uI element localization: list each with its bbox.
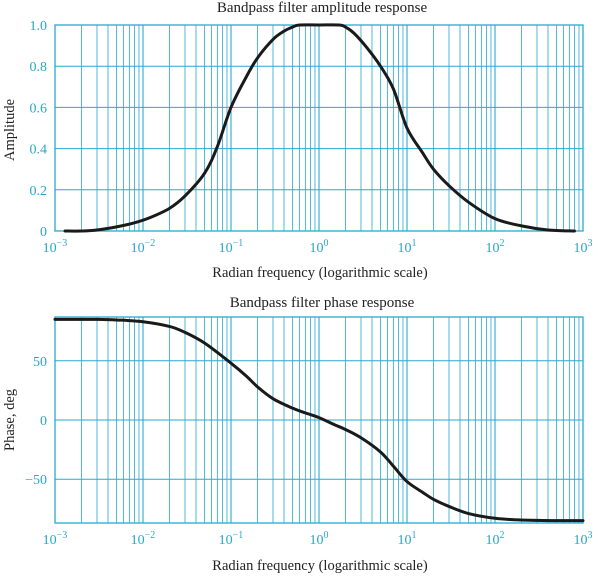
- amplitude-y-tick-label: 1.0: [30, 19, 48, 34]
- phase-x-tick-label: 100: [310, 530, 329, 548]
- amplitude-y-tick-label: 0: [40, 225, 47, 240]
- phase-plot-frame: [54, 316, 584, 524]
- phase-x-axis-label: Radian frequency (logarithmic scale): [212, 558, 428, 574]
- amplitude-chart: Bandpass filter amplitude response 00.20…: [2, 0, 593, 281]
- amplitude-response-curve: [63, 23, 576, 233]
- amplitude-y-axis-label: Amplitude: [2, 99, 18, 161]
- amplitude-x-tick-label: 103: [574, 238, 593, 256]
- amplitude-x-tick-label: 101: [398, 238, 417, 256]
- phase-x-tick-label: 10−2: [131, 530, 156, 548]
- amplitude-y-tick-label: 0.2: [30, 184, 48, 199]
- phase-x-tick-label: 10−3: [43, 530, 68, 548]
- amplitude-x-tick-label: 10−3: [43, 238, 68, 256]
- phase-y-tick-label: 0: [40, 414, 47, 429]
- phase-x-tick-label: 10−1: [219, 530, 244, 548]
- phase-x-ticks: 10−3 10−2 10−1 100 101 102 103: [43, 530, 593, 548]
- phase-x-tick-label: 102: [486, 530, 505, 548]
- amplitude-x-tick-label: 102: [486, 238, 505, 256]
- phase-x-tick-label: 101: [398, 530, 417, 548]
- amplitude-x-tick-label: 10−2: [131, 238, 156, 256]
- amplitude-x-tick-label: 10−1: [219, 238, 244, 256]
- phase-y-tick-label: −50: [25, 473, 47, 488]
- amplitude-y-tick-label: 0.6: [30, 101, 48, 116]
- phase-x-tick-label: 103: [574, 530, 593, 548]
- phase-curve-group: [53, 317, 585, 523]
- phase-chart: Bandpass filter phase response −50 0 50 10…: [2, 295, 593, 574]
- amplitude-y-ticks: 0 0.2 0.4 0.6 0.8 1.0: [30, 19, 48, 240]
- amplitude-x-axis-label: Radian frequency (logarithmic scale): [212, 265, 428, 281]
- amplitude-curve-group: [63, 23, 576, 233]
- phase-chart-title: Bandpass filter phase response: [230, 295, 415, 311]
- phase-y-tick-label: 50: [33, 355, 47, 370]
- amplitude-chart-title: Bandpass filter amplitude response: [217, 0, 428, 16]
- amplitude-x-ticks: 10−3 10−2 10−1 100 101 102 103: [43, 238, 593, 256]
- phase-y-axis-label: Phase, deg: [2, 389, 18, 451]
- amplitude-y-tick-label: 0.4: [30, 143, 48, 158]
- phase-y-ticks: −50 0 50: [25, 355, 47, 488]
- phase-gridlines: [55, 317, 583, 523]
- amplitude-x-tick-label: 100: [310, 238, 329, 256]
- amplitude-y-tick-label: 0.8: [30, 60, 48, 75]
- phase-response-curve: [53, 317, 585, 523]
- amplitude-gridlines: [55, 25, 583, 231]
